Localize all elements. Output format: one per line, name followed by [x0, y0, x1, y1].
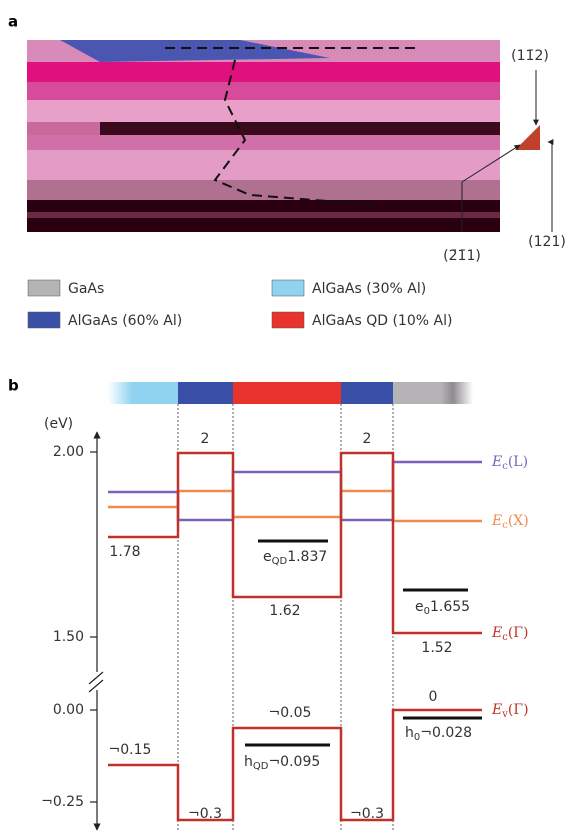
level-value: 1.837 [287, 549, 327, 565]
value-label: 2 [201, 431, 210, 447]
material-bar [108, 382, 473, 404]
level-value: 1.655 [430, 599, 470, 615]
miller-label: (11̄2) [511, 48, 549, 64]
legend-text: AlGaAs QD (10% Al) [312, 313, 452, 329]
legend-swatch [272, 280, 304, 296]
band-rest: (Γ) [508, 702, 529, 718]
level-label: h0¬0.028 [405, 725, 472, 743]
level-symbol: h [244, 754, 253, 770]
y-tick-label: 2.00 [53, 444, 84, 460]
legend: GaAs AlGaAs (30% Al) AlGaAs (60% Al) AlG… [28, 280, 452, 329]
legend-text: AlGaAs (60% Al) [68, 313, 182, 329]
band-L [108, 462, 482, 520]
figure: a (11̄2) (2̄1̄1) (121) GaAs AlGaAs (30% … [0, 0, 573, 837]
band-rest: (Γ) [508, 625, 529, 641]
band-label: Ec(L) [491, 454, 528, 472]
y-axis [89, 432, 103, 830]
value-label: ¬0.15 [109, 742, 152, 758]
y-tick-label: 0.00 [53, 702, 84, 718]
level-sub: QD [272, 556, 288, 567]
band-label: Ec(Γ) [491, 625, 528, 643]
legend-text: AlGaAs (30% Al) [312, 281, 426, 297]
y-tick-label: ¬0.25 [41, 794, 84, 810]
y-tick-label: 1.50 [53, 629, 84, 645]
level-symbol: e [263, 549, 272, 565]
band-symbol: E [491, 625, 502, 641]
value-label: 2 [363, 431, 372, 447]
band-symbol: E [491, 702, 502, 718]
level-label: eQD1.837 [263, 549, 327, 567]
band-label: Ec(X) [491, 513, 529, 531]
level-symbol: h [405, 725, 414, 741]
miller-label: (2̄1̄1) [443, 248, 481, 264]
legend-text: GaAs [68, 281, 104, 297]
page: {"panel_a": {"label": "a", "miller_label… [0, 0, 573, 837]
legend-swatch [272, 312, 304, 328]
panel-label: a [8, 13, 18, 31]
legend-swatch [28, 280, 60, 296]
panel-label: b [8, 377, 19, 395]
value-label: 1.78 [109, 544, 140, 560]
level-label: hQD¬0.095 [244, 754, 320, 772]
value-label: ¬0.05 [269, 705, 312, 721]
level-sub: QD [253, 761, 269, 772]
band-X [108, 491, 482, 521]
value-label: 0 [429, 689, 438, 705]
value-label: ¬0.3 [188, 806, 222, 822]
miller-label: (121) [528, 234, 566, 250]
band-rest: (L) [508, 454, 528, 470]
value-label: 1.62 [269, 603, 300, 619]
band-label: Ev(Γ) [491, 702, 529, 720]
band-symbol: E [491, 513, 502, 529]
level-symbol: e [415, 599, 424, 615]
level-label: e01.655 [415, 599, 470, 617]
structure-image [27, 40, 540, 232]
value-label: ¬0.3 [350, 806, 384, 822]
value-label: 1.52 [421, 640, 452, 656]
band-symbol: E [491, 454, 502, 470]
axis-unit: (eV) [44, 416, 73, 432]
level-value: ¬0.095 [268, 754, 320, 770]
legend-swatch [28, 312, 60, 328]
level-value: ¬0.028 [420, 725, 472, 741]
band-rest: (X) [508, 513, 529, 529]
